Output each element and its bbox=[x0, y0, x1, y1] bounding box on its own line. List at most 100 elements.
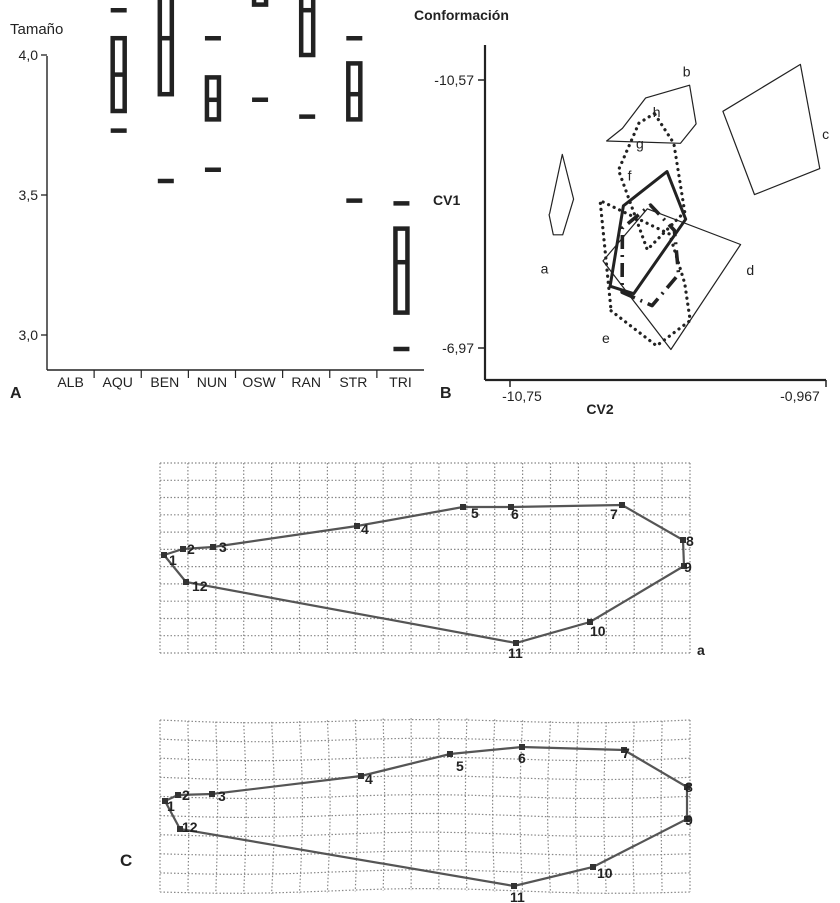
size-x-tick-label: NUN bbox=[197, 374, 227, 390]
landmark-marker bbox=[619, 502, 625, 508]
grid-line bbox=[159, 719, 691, 724]
size-x-tick-label: TRI bbox=[389, 374, 412, 390]
cv2-tick-label-right: -0,967 bbox=[780, 388, 820, 404]
panel-label-c: C bbox=[120, 851, 132, 870]
hull-label-g: g bbox=[636, 135, 644, 151]
size-x-tick-label: STR bbox=[339, 374, 367, 390]
landmark-label: 12 bbox=[192, 578, 208, 594]
box-iqr bbox=[393, 226, 410, 315]
landmark-label: 2 bbox=[187, 541, 195, 557]
grid-line bbox=[492, 719, 496, 892]
landmark-label: 10 bbox=[597, 865, 613, 881]
grid-line bbox=[382, 718, 386, 891]
landmark-marker bbox=[175, 792, 181, 798]
landmark-marker bbox=[209, 791, 215, 797]
cv1-tick-label-top: -10,57 bbox=[434, 72, 474, 88]
shape-chart-title: Conformación bbox=[414, 7, 509, 23]
landmark-label: 11 bbox=[510, 889, 525, 903]
landmark-marker bbox=[447, 751, 453, 757]
landmark-marker bbox=[460, 504, 466, 510]
landmark-marker bbox=[684, 784, 690, 790]
landmark-marker bbox=[177, 826, 183, 832]
landmark-marker bbox=[180, 546, 186, 552]
grid-line bbox=[354, 719, 358, 892]
landmark-label: 5 bbox=[456, 758, 464, 774]
grid-line bbox=[159, 737, 691, 743]
grid-line bbox=[660, 720, 663, 894]
hull-c bbox=[722, 63, 821, 196]
grid-line bbox=[464, 718, 468, 891]
landmark-marker bbox=[621, 747, 627, 753]
box-ran bbox=[298, 0, 316, 119]
box-iqr bbox=[298, 0, 316, 58]
grid-line bbox=[187, 720, 190, 894]
size-y-tick-label: 3,0 bbox=[19, 327, 39, 343]
grid-line bbox=[547, 721, 552, 894]
landmark-label: 2 bbox=[182, 787, 190, 803]
landmark-marker bbox=[680, 537, 686, 543]
hull-b bbox=[605, 84, 697, 144]
box-tri bbox=[393, 201, 410, 352]
hull-h bbox=[616, 111, 687, 252]
landmark-label: 3 bbox=[219, 539, 227, 555]
landmark-label: 6 bbox=[518, 750, 526, 766]
panel-label-b: B bbox=[440, 385, 452, 402]
size-y-tick-label: 3,5 bbox=[19, 187, 39, 203]
landmark-marker bbox=[587, 619, 593, 625]
landmark-label: 4 bbox=[361, 521, 369, 537]
landmark-label: 11 bbox=[508, 645, 523, 661]
hull-label-d: d bbox=[746, 262, 754, 278]
size-y-tick-label: 4,0 bbox=[19, 47, 39, 63]
cv2-axis-title: CV2 bbox=[586, 401, 613, 417]
hull-label-c: c bbox=[822, 126, 829, 142]
size-axis-title: Tamaño bbox=[10, 21, 63, 38]
grid-label-a: a bbox=[697, 642, 705, 658]
landmark-marker bbox=[684, 816, 690, 822]
landmark-label: 3 bbox=[218, 788, 226, 804]
grid-line bbox=[326, 720, 331, 893]
landmark-marker bbox=[210, 544, 216, 550]
landmark-marker bbox=[513, 640, 519, 646]
landmark-label: 1 bbox=[167, 798, 175, 814]
grid-line bbox=[298, 721, 303, 894]
grid-line bbox=[159, 794, 691, 800]
landmark-marker bbox=[162, 798, 168, 804]
wing-outline bbox=[162, 503, 686, 645]
landmark-marker bbox=[183, 579, 189, 585]
deformation-grid-a bbox=[159, 462, 691, 654]
box-aqu bbox=[110, 7, 127, 133]
landmark-label: 9 bbox=[684, 559, 692, 575]
size-x-tick-label: AQU bbox=[103, 374, 133, 390]
cv2-tick-label-left: -10,75 bbox=[502, 388, 542, 404]
landmark-marker bbox=[519, 744, 525, 750]
landmark-marker bbox=[590, 864, 596, 870]
landmark-marker bbox=[161, 552, 167, 558]
cv1-axis-title: CV1 bbox=[433, 192, 460, 208]
grid-line bbox=[159, 831, 691, 838]
landmark-marker bbox=[358, 773, 364, 779]
box-ben bbox=[157, 0, 175, 184]
box-iqr bbox=[157, 0, 175, 97]
grid-line bbox=[159, 812, 691, 819]
landmark-label: 7 bbox=[622, 745, 630, 761]
size-boxplot: Tamaño 5,04,54,03,53,0 ALBAQUBENNUNOSWRA… bbox=[10, 0, 424, 402]
box-osw bbox=[251, 0, 269, 103]
hull-g bbox=[608, 170, 688, 296]
landmark-marker bbox=[354, 523, 360, 529]
landmark-label: 4 bbox=[365, 771, 373, 787]
box-iqr bbox=[346, 61, 363, 122]
landmark-label: 1 bbox=[169, 552, 177, 568]
landmark-label: 12 bbox=[182, 819, 198, 835]
grid-line bbox=[575, 721, 579, 894]
hull-a bbox=[548, 153, 575, 236]
box-nun bbox=[204, 35, 222, 173]
grid-line bbox=[631, 721, 635, 894]
hull-label-e: e bbox=[602, 330, 610, 346]
size-x-tick-label: BEN bbox=[150, 374, 179, 390]
size-x-tick-label: OSW bbox=[242, 374, 276, 390]
hull-label-a: a bbox=[541, 261, 549, 277]
landmark-marker bbox=[511, 883, 517, 889]
hull-label-f: f bbox=[628, 168, 632, 184]
